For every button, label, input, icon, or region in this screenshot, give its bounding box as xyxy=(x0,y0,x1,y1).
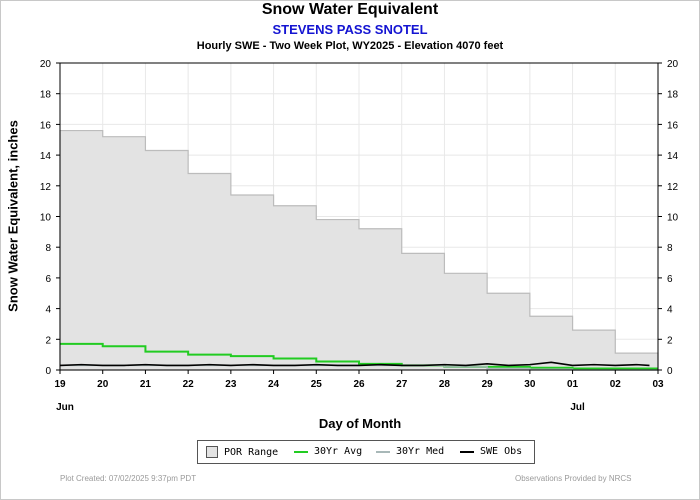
y-tick-label-right: 14 xyxy=(667,151,679,162)
y-tick-label-right: 6 xyxy=(667,274,673,285)
y-tick-label-left: 0 xyxy=(45,366,51,377)
month-label: Jun xyxy=(56,402,74,413)
x-tick-label: 23 xyxy=(225,379,237,390)
legend-item-swe-obs: SWE Obs xyxy=(460,446,522,457)
y-tick-label-left: 10 xyxy=(40,213,52,224)
avg-line xyxy=(60,342,658,370)
y-tick-label-left: 20 xyxy=(40,59,52,70)
y-axis-label: Snow Water Equivalent, inches xyxy=(5,120,21,312)
legend-item-30yr-med: 30Yr Med xyxy=(376,446,444,457)
x-tick-label: 30 xyxy=(524,379,536,390)
legend-label: SWE Obs xyxy=(480,446,523,457)
por-range-area xyxy=(59,129,659,371)
chart-title: Snow Water Equivalent xyxy=(261,1,439,18)
y-tick-label-right: 16 xyxy=(667,120,679,131)
x-tick-label: 03 xyxy=(652,379,664,390)
x-tick-label: 26 xyxy=(353,379,365,390)
x-tick-label: 25 xyxy=(311,379,323,390)
plot-border xyxy=(59,62,659,371)
y-tick-label-right: 8 xyxy=(667,243,673,254)
x-tick-label: 19 xyxy=(54,379,66,390)
legend: POR Range 30Yr Avg 30Yr Med SWE Obs xyxy=(197,440,535,464)
x-tick-label: 22 xyxy=(183,379,195,390)
lines-layer xyxy=(59,342,658,371)
x-tick-label: 29 xyxy=(482,379,494,390)
month-label: Jul xyxy=(570,402,585,413)
provider-text: Observations Provided by NRCS xyxy=(515,474,632,483)
por-range-layer xyxy=(59,129,659,371)
y-tick-label-right: 20 xyxy=(667,59,679,70)
y-tick-label-right: 12 xyxy=(667,182,679,193)
legend-label: POR Range xyxy=(224,446,279,458)
legend-label: 30Yr Avg xyxy=(314,446,363,457)
y-tick-label-left: 8 xyxy=(45,243,51,254)
y-tick-label-left: 18 xyxy=(40,90,52,101)
legend-label: 30Yr Med xyxy=(396,446,445,457)
y-tick-label-right: 18 xyxy=(667,90,679,101)
y-tick-label-left: 6 xyxy=(45,274,51,285)
y-tick-label-right: 0 xyxy=(667,366,673,377)
y-tick-label-left: 12 xyxy=(40,182,52,193)
x-tick-label: 24 xyxy=(268,379,280,390)
x-tick-label: 02 xyxy=(610,379,622,390)
30yr-avg-swatch xyxy=(294,450,308,453)
y-tick-label-left: 16 xyxy=(40,120,52,131)
y-tick-label-right: 10 xyxy=(667,213,679,224)
30yr-med-swatch xyxy=(376,450,390,453)
por-range-swatch xyxy=(206,446,218,458)
chart-subtitle: Hourly SWE - Two Week Plot, WY2025 - Ele… xyxy=(196,40,504,52)
x-tick-label: 20 xyxy=(97,379,109,390)
y-tick-label-left: 14 xyxy=(40,151,52,162)
swe-obs-line xyxy=(59,361,650,367)
x-axis-label: Day of Month xyxy=(318,416,402,431)
legend-item-30yr-avg: 30Yr Avg xyxy=(294,446,362,457)
y-tick-label-left: 2 xyxy=(45,335,51,346)
plot-created-text: Plot Created: 07/02/2025 9:37pm PDT xyxy=(60,474,197,483)
y-tick-label-right: 2 xyxy=(667,335,673,346)
x-tick-label: 01 xyxy=(567,379,579,390)
x-tick-label: 27 xyxy=(396,379,408,390)
x-tick-label: 21 xyxy=(140,379,152,390)
x-tick-label: 28 xyxy=(439,379,451,390)
legend-item-por-range: POR Range xyxy=(206,446,278,458)
swe-obs-swatch xyxy=(460,450,474,453)
y-tick-label-left: 4 xyxy=(45,305,51,316)
y-tick-label-right: 4 xyxy=(667,305,673,316)
station-name: STEVENS PASS SNOTEL xyxy=(272,22,428,37)
